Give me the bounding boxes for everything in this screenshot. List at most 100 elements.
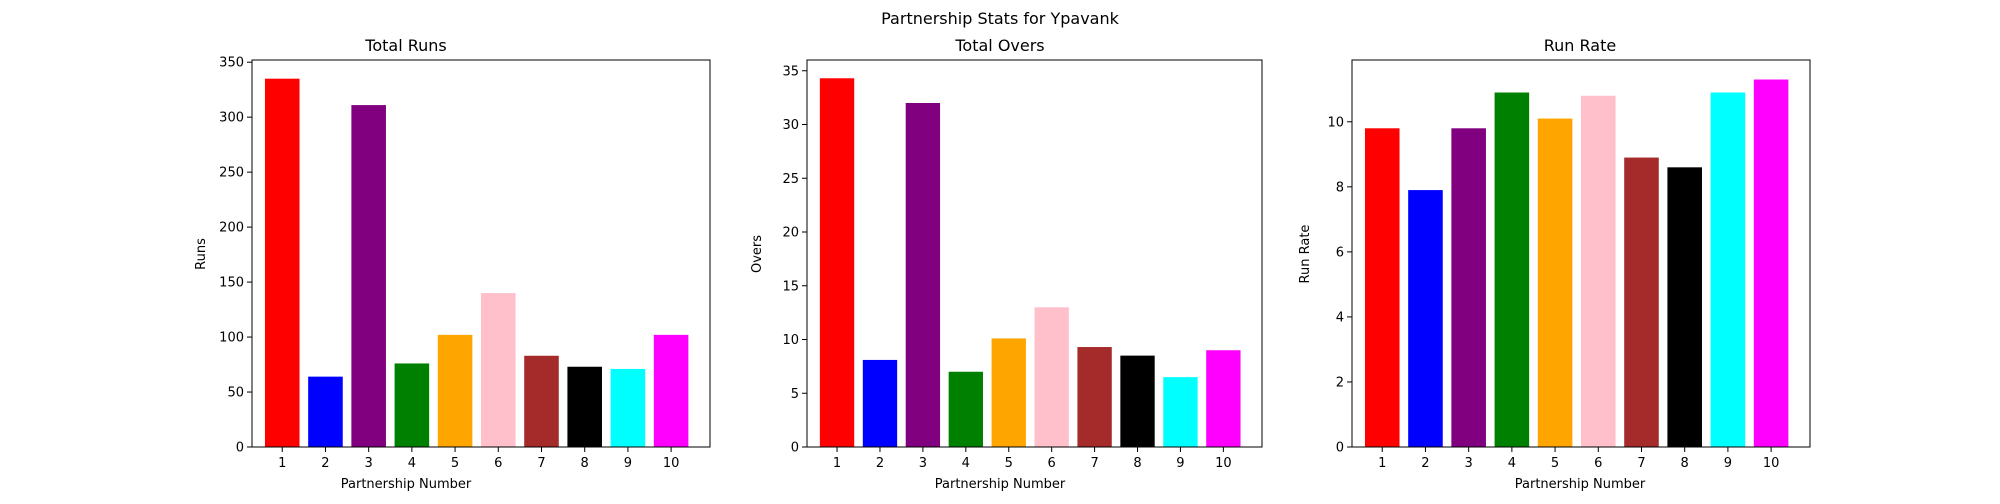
x-tick-label: 9 (624, 456, 632, 471)
y-tick-label: 50 (227, 386, 244, 401)
bar-10 (653, 334, 689, 447)
bar-2 (308, 376, 343, 447)
bar-9 (610, 368, 646, 447)
y-tick-label: 10 (782, 333, 799, 348)
x-tick-label: 8 (1133, 456, 1141, 471)
y-tick-label: 20 (782, 226, 799, 241)
x-tick-label: 1 (833, 456, 841, 471)
x-tick-label: 8 (581, 456, 589, 471)
x-tick-label: 10 (1763, 456, 1780, 471)
y-tick-label: 0 (1336, 441, 1344, 456)
x-tick-label: 6 (494, 456, 502, 471)
x-tick-label: 6 (1048, 456, 1056, 471)
y-tick-label: 300 (219, 111, 244, 126)
bar-3 (905, 103, 941, 447)
bar-9 (1163, 377, 1198, 447)
bar-2 (862, 359, 898, 447)
chart-title: Total Overs (954, 36, 1044, 55)
plot-frame (251, 59, 711, 448)
x-tick-label: 1 (1378, 456, 1386, 471)
x-tick-label: 2 (876, 456, 884, 471)
bar-1 (819, 78, 855, 448)
x-tick-label: 4 (962, 456, 970, 471)
x-tick-label: 3 (919, 456, 927, 471)
chart-title: Run Rate (1544, 36, 1616, 55)
y-tick-label: 30 (782, 118, 799, 133)
bar-5 (991, 338, 1026, 447)
bar-8 (1667, 167, 1702, 447)
y-tick-label: 8 (1336, 180, 1344, 195)
bar-4 (948, 371, 983, 447)
y-tick-label: 4 (1336, 310, 1344, 325)
bar-8 (567, 366, 602, 447)
y-tick-label: 100 (219, 331, 244, 346)
y-tick-label: 200 (219, 221, 244, 236)
plot-frame (806, 59, 1263, 448)
bar-3 (1451, 128, 1486, 447)
y-tick-label: 0 (236, 441, 244, 456)
bar-4 (394, 363, 430, 447)
x-tick-label: 10 (663, 456, 680, 471)
y-axis-label: Runs (194, 238, 209, 270)
bars (264, 78, 689, 447)
x-axis-label: Partnership Number (1515, 477, 1646, 492)
x-tick-label: 7 (1090, 456, 1098, 471)
bars (819, 78, 1241, 448)
x-tick-label: 2 (321, 456, 329, 471)
y-tick-label: 10 (1327, 115, 1344, 130)
y-tick-label: 15 (782, 279, 799, 294)
bar-6 (1034, 307, 1069, 447)
y-tick-label: 25 (782, 172, 799, 187)
bar-7 (524, 355, 559, 447)
bar-4 (1494, 92, 1530, 448)
y-tick-label: 250 (219, 166, 244, 181)
y-tick-label: 150 (219, 276, 244, 291)
y-axis-label: Overs (750, 235, 765, 273)
x-tick-label: 7 (1637, 456, 1645, 471)
x-tick-label: 9 (1176, 456, 1184, 471)
x-tick-label: 3 (365, 456, 373, 471)
bar-5 (1537, 118, 1573, 448)
x-tick-label: 9 (1724, 456, 1732, 471)
chart-total-runs: Total Runs Partnership Number Runs 1 2 3 4 5… (194, 36, 711, 492)
x-tick-label: 8 (1681, 456, 1689, 471)
y-tick-label: 5 (791, 387, 799, 402)
x-tick-label: 7 (537, 456, 545, 471)
x-tick-label: 3 (1465, 456, 1473, 471)
bar-3 (351, 105, 386, 447)
chart-total-overs: Total Overs Partnership Number Overs 1 2 3… (750, 36, 1263, 492)
bar-7 (1624, 157, 1659, 447)
plot-frame (1351, 59, 1811, 448)
y-tick-label: 35 (782, 64, 799, 79)
x-tick-label: 2 (1421, 456, 1429, 471)
bar-8 (1120, 355, 1155, 447)
x-tick-label: 1 (278, 456, 286, 471)
x-axis-label: Partnership Number (935, 477, 1066, 492)
bar-10 (1753, 79, 1789, 447)
bar-2 (1408, 190, 1443, 447)
y-tick-label: 6 (1336, 245, 1344, 260)
chart-run-rate: Run Rate Partnership Number Run Rate 1 2 3… (1298, 36, 1811, 492)
x-tick-label: 4 (408, 456, 416, 471)
x-tick-label: 6 (1594, 456, 1602, 471)
bar-10 (1206, 350, 1241, 447)
x-tick-label: 5 (451, 456, 459, 471)
bar-9 (1710, 92, 1746, 448)
x-tick-label: 5 (1551, 456, 1559, 471)
y-tick-label: 2 (1336, 375, 1344, 390)
bars (1364, 79, 1789, 448)
y-tick-label: 350 (219, 56, 244, 71)
x-tick-label: 4 (1508, 456, 1516, 471)
bar-1 (1364, 128, 1400, 447)
bar-7 (1077, 347, 1112, 447)
x-tick-label: 5 (1005, 456, 1013, 471)
y-axis-label: Run Rate (1298, 225, 1313, 284)
figure-title: Partnership Stats for Ypavank (881, 9, 1119, 28)
y-tick-label: 0 (791, 441, 799, 456)
x-tick-label: 10 (1215, 456, 1232, 471)
chart-title: Total Runs (364, 36, 446, 55)
bar-1 (264, 78, 300, 447)
x-axis-label: Partnership Number (341, 477, 472, 492)
